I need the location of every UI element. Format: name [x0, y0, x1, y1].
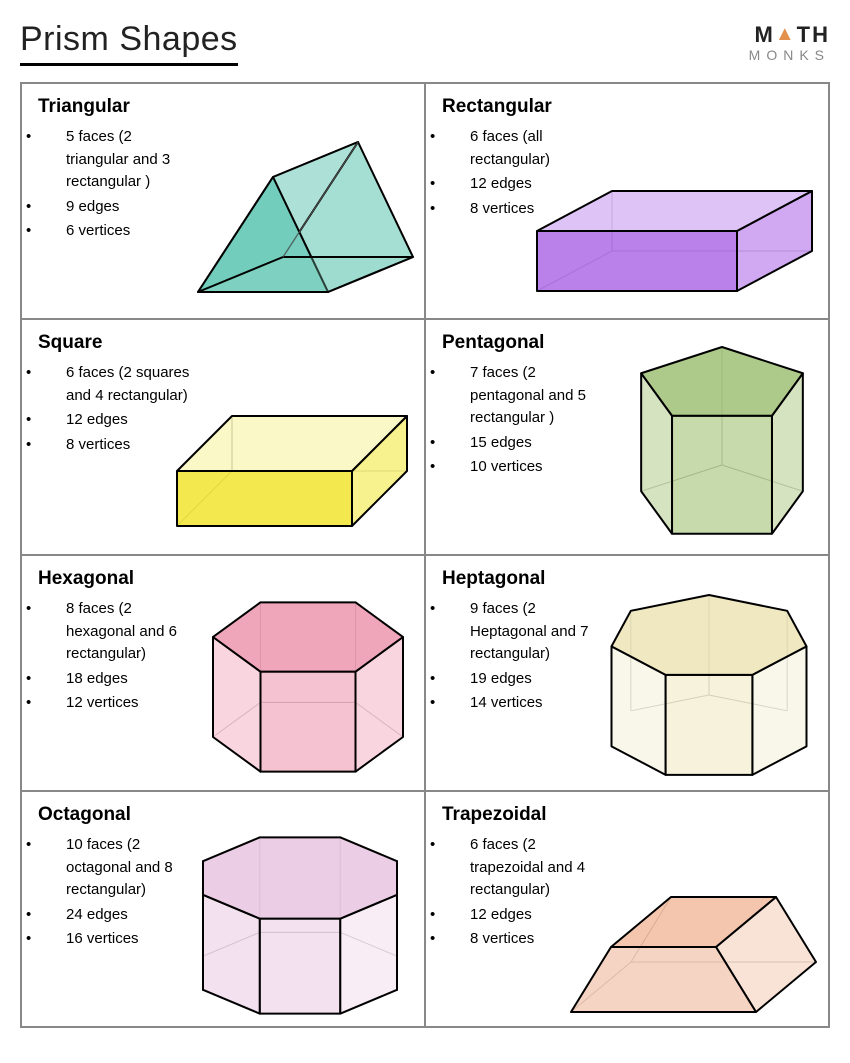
cell-title: Trapezoidal [442, 804, 820, 826]
bullet-list: 10 faces (2 octagonal and 8 rectangular)… [38, 834, 198, 951]
cell-title: Square [38, 332, 416, 354]
prism-shape [594, 582, 824, 782]
bullet-list: 9 faces (2 Heptagonal and 7 rectangular)… [442, 598, 602, 715]
bullet-list: 5 faces (2 triangular and 3 rectangular … [38, 126, 198, 243]
bullet-item: 14 vertices [442, 692, 602, 715]
bullet-item: 12 edges [442, 173, 602, 196]
cell-triangular: Triangular 5 faces (2 triangular and 3 r… [21, 83, 425, 319]
logo-bottom: MONKS [749, 48, 830, 62]
bullet-item: 12 edges [442, 904, 602, 927]
cell-pentagonal: Pentagonal 7 faces (2 pentagonal and 5 r… [425, 319, 829, 555]
bullet-list: 6 faces (all rectangular)12 edges8 verti… [442, 126, 602, 220]
bullet-item: 7 faces (2 pentagonal and 5 rectangular … [442, 362, 602, 430]
bullet-item: 24 edges [38, 904, 198, 927]
bullet-item: 5 faces (2 triangular and 3 rectangular … [38, 126, 198, 194]
bullet-item: 18 edges [38, 668, 198, 691]
cell-rectangular: Rectangular 6 faces (all rectangular)12 … [425, 83, 829, 319]
triangle-icon: ▲ [775, 24, 797, 44]
cell-octagonal: Octagonal 10 faces (2 octagonal and 8 re… [21, 791, 425, 1027]
cell-trapezoidal: Trapezoidal 6 faces (2 trapezoidal and 4… [425, 791, 829, 1027]
bullet-item: 19 edges [442, 668, 602, 691]
bullet-item: 8 faces (2 hexagonal and 6 rectangular) [38, 598, 198, 666]
prism-shape [622, 330, 822, 550]
grid: Triangular 5 faces (2 triangular and 3 r… [20, 82, 830, 1028]
bullet-list: 6 faces (2 trapezoidal and 4 rectangular… [442, 834, 602, 951]
grid-row: Triangular 5 faces (2 triangular and 3 r… [21, 83, 829, 319]
cell-title: Rectangular [442, 96, 820, 118]
logo-top: M▲TH [749, 24, 830, 46]
bullet-list: 7 faces (2 pentagonal and 5 rectangular … [442, 362, 602, 479]
bullet-item: 10 vertices [442, 456, 602, 479]
page: Prism Shapes M▲TH MONKS Triangular 5 fac… [0, 0, 850, 1028]
bullet-item: 6 vertices [38, 220, 198, 243]
header: Prism Shapes M▲TH MONKS [20, 20, 830, 66]
prism-shape [198, 582, 418, 782]
bullet-list: 6 faces (2 squares and 4 rectangular)12 … [38, 362, 198, 456]
logo: M▲TH MONKS [749, 20, 830, 62]
page-title: Prism Shapes [20, 20, 238, 66]
bullet-list: 8 faces (2 hexagonal and 6 rectangular)1… [38, 598, 198, 715]
grid-row: Hexagonal 8 faces (2 hexagonal and 6 rec… [21, 555, 829, 791]
grid-row: Square 6 faces (2 squares and 4 rectangu… [21, 319, 829, 555]
bullet-item: 12 vertices [38, 692, 198, 715]
bullet-item: 12 edges [38, 409, 198, 432]
bullet-item: 16 vertices [38, 928, 198, 951]
cell-title: Triangular [38, 96, 416, 118]
bullet-item: 9 edges [38, 196, 198, 219]
prism-shape [162, 386, 422, 536]
bullet-item: 8 vertices [442, 198, 602, 221]
bullet-item: 8 vertices [38, 434, 198, 457]
cell-hexagonal: Hexagonal 8 faces (2 hexagonal and 6 rec… [21, 555, 425, 791]
bullet-item: 6 faces (2 squares and 4 rectangular) [38, 362, 198, 407]
grid-row: Octagonal 10 faces (2 octagonal and 8 re… [21, 791, 829, 1027]
bullet-item: 10 faces (2 octagonal and 8 rectangular) [38, 834, 198, 902]
bullet-item: 6 faces (2 trapezoidal and 4 rectangular… [442, 834, 602, 902]
bullet-item: 6 faces (all rectangular) [442, 126, 602, 171]
cell-square: Square 6 faces (2 squares and 4 rectangu… [21, 319, 425, 555]
prism-shape [180, 820, 420, 1020]
bullet-item: 8 vertices [442, 928, 602, 951]
bullet-item: 15 edges [442, 432, 602, 455]
cell-heptagonal: Heptagonal 9 faces (2 Heptagonal and 7 r… [425, 555, 829, 791]
bullet-item: 9 faces (2 Heptagonal and 7 rectangular) [442, 598, 602, 666]
prism-shape [178, 122, 418, 312]
